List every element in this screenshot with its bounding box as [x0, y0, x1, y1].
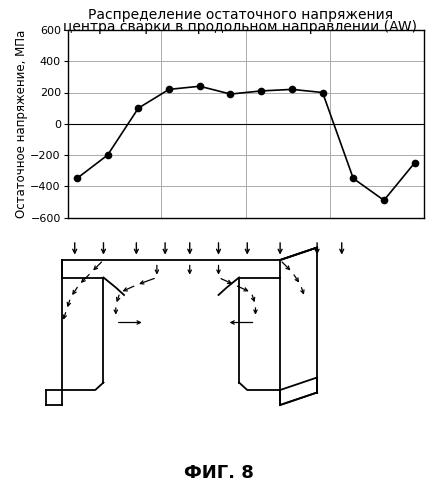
Text: ФИГ. 8: ФИГ. 8 — [184, 464, 253, 482]
Y-axis label: Остаточное напряжение, МПа: Остаточное напряжение, МПа — [14, 30, 28, 218]
Text: центра сварки в продольном направлении (AW): центра сварки в продольном направлении (… — [63, 20, 417, 34]
Text: Распределение остаточного напряжения: Распределение остаточного напряжения — [88, 8, 393, 22]
